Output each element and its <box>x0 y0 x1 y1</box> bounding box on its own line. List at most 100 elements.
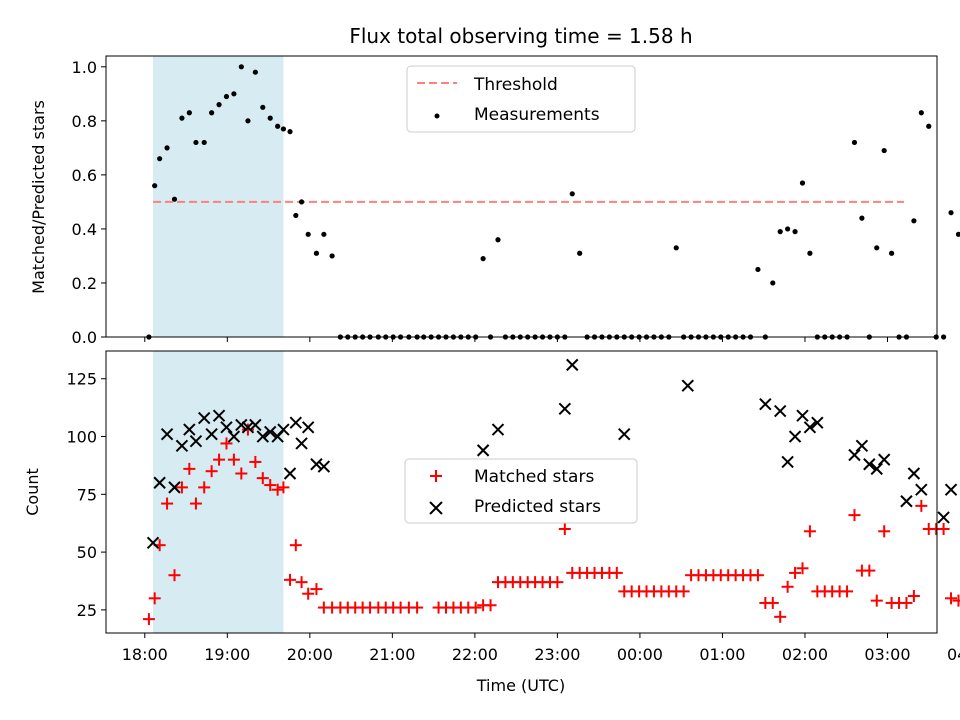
measurement-point <box>569 191 575 197</box>
predicted-star-point <box>310 458 323 471</box>
matched-star-point <box>878 525 891 538</box>
predicted-star-point <box>774 404 787 418</box>
predicted-star-point <box>277 423 290 436</box>
matched-star-point <box>235 467 248 480</box>
measurement-point <box>201 139 207 146</box>
matched-star-point <box>302 587 315 600</box>
matched-star-point <box>227 453 240 466</box>
top-y-axis-label: Matched/Predicted stars <box>29 100 48 294</box>
predicted-star-point <box>160 428 174 441</box>
predicted-star-point <box>283 467 297 480</box>
matched-star-point <box>863 564 876 577</box>
matched-star-point <box>900 596 913 609</box>
measurement-point <box>238 64 244 70</box>
predicted-star-point <box>788 430 802 443</box>
measurement-point <box>245 118 251 124</box>
x-tick-label: 01:00 <box>699 645 745 664</box>
measurement-point <box>785 226 791 232</box>
predicted-star-point <box>168 481 181 494</box>
predicted-star-point <box>197 411 211 425</box>
measurement-point <box>216 102 222 108</box>
matched-star-point <box>751 569 764 582</box>
matched-star-point <box>610 566 623 579</box>
bottom-axes-frame <box>105 350 938 634</box>
matched-star-point <box>558 522 571 535</box>
measurement-point <box>186 110 192 116</box>
matched-star-point <box>310 583 323 596</box>
predicted-stars-legend-swatch <box>429 501 443 515</box>
matched-star-point <box>142 613 155 626</box>
x-tick-label: 00:00 <box>617 645 663 664</box>
measurement-point <box>770 280 776 286</box>
predicted-star-point <box>241 421 255 434</box>
y-tick-label: 100 <box>66 428 97 447</box>
matched-star-point <box>289 539 302 552</box>
measurement-point <box>948 210 954 216</box>
predicted-star-point <box>227 430 241 443</box>
x-tick-label: 18:00 <box>122 645 168 664</box>
predicted-stars-series <box>146 358 958 550</box>
predicted-star-point <box>295 437 308 450</box>
measurement-point <box>164 145 170 151</box>
y-tick-label: 0.6 <box>72 166 97 185</box>
measurement-point <box>252 69 258 75</box>
matched-star-point <box>677 585 690 598</box>
measurement-point <box>231 91 237 97</box>
predicted-star-point <box>870 462 883 476</box>
x-tick-label: 21:00 <box>369 645 415 664</box>
measurement-point <box>673 245 679 251</box>
matched-star-point <box>148 592 161 605</box>
matched-star-point <box>271 483 284 496</box>
top-panel: 0.0 0.2 0.4 0.6 0.8 1.0 Matched/Predicted sta… <box>29 55 960 347</box>
predicted-star-point <box>944 483 958 496</box>
y-tick-label: 1.0 <box>72 58 97 77</box>
matched-star-point <box>937 522 950 535</box>
measurement-point <box>851 139 858 146</box>
measurement-point <box>799 180 806 186</box>
predicted-star-point <box>175 439 189 452</box>
measurement-point <box>287 129 293 135</box>
predicted-star-point <box>877 453 891 466</box>
predicted-star-point <box>855 439 869 452</box>
measurement-point <box>305 231 311 237</box>
matched-star-point <box>189 497 202 510</box>
predicted-star-point <box>915 483 928 496</box>
predicted-star-point <box>301 421 315 434</box>
matched-stars-series <box>142 423 960 626</box>
measurement-point <box>755 266 761 273</box>
measurement-point <box>260 104 266 110</box>
predicted-star-point <box>220 421 233 434</box>
predicted-star-point <box>256 430 269 443</box>
matched-star-point <box>205 465 218 478</box>
matched-star-point <box>220 437 233 450</box>
chart-title: Flux total observing time = 1.58 h <box>349 24 692 48</box>
top-y-ticks: 0.0 0.2 0.4 0.6 0.8 1.0 <box>72 58 106 347</box>
predicted-star-point <box>183 423 196 436</box>
matched-star-point <box>915 499 928 512</box>
predicted-star-point <box>618 428 631 441</box>
bottom-y-axis-label: Count <box>23 468 42 516</box>
measurement-point <box>777 229 783 235</box>
x-tick-label: 04:00 <box>947 645 960 664</box>
predicted-star-point <box>476 444 490 457</box>
measurement-point <box>881 147 887 154</box>
threshold-legend-label: Threshold <box>473 75 558 95</box>
predicted-star-point <box>900 495 913 508</box>
matched-star-point <box>295 576 308 589</box>
measurement-point <box>321 231 327 237</box>
matched-star-point <box>183 462 196 475</box>
predicted-star-point <box>189 434 203 448</box>
predicted-star-point <box>803 421 817 434</box>
y-tick-label: 125 <box>66 370 97 389</box>
measurement-point <box>955 231 960 237</box>
predicted-star-point <box>907 467 921 480</box>
matched-star-point <box>766 596 779 609</box>
measurement-point <box>171 196 178 202</box>
matched-star-point <box>803 525 816 538</box>
matched-star-point <box>161 497 174 510</box>
top-legend: Threshold Measurements <box>406 65 636 133</box>
matched-star-point <box>213 453 226 466</box>
predicted-star-point <box>146 536 160 550</box>
matched-star-point <box>789 566 802 579</box>
measurement-point <box>329 253 335 259</box>
